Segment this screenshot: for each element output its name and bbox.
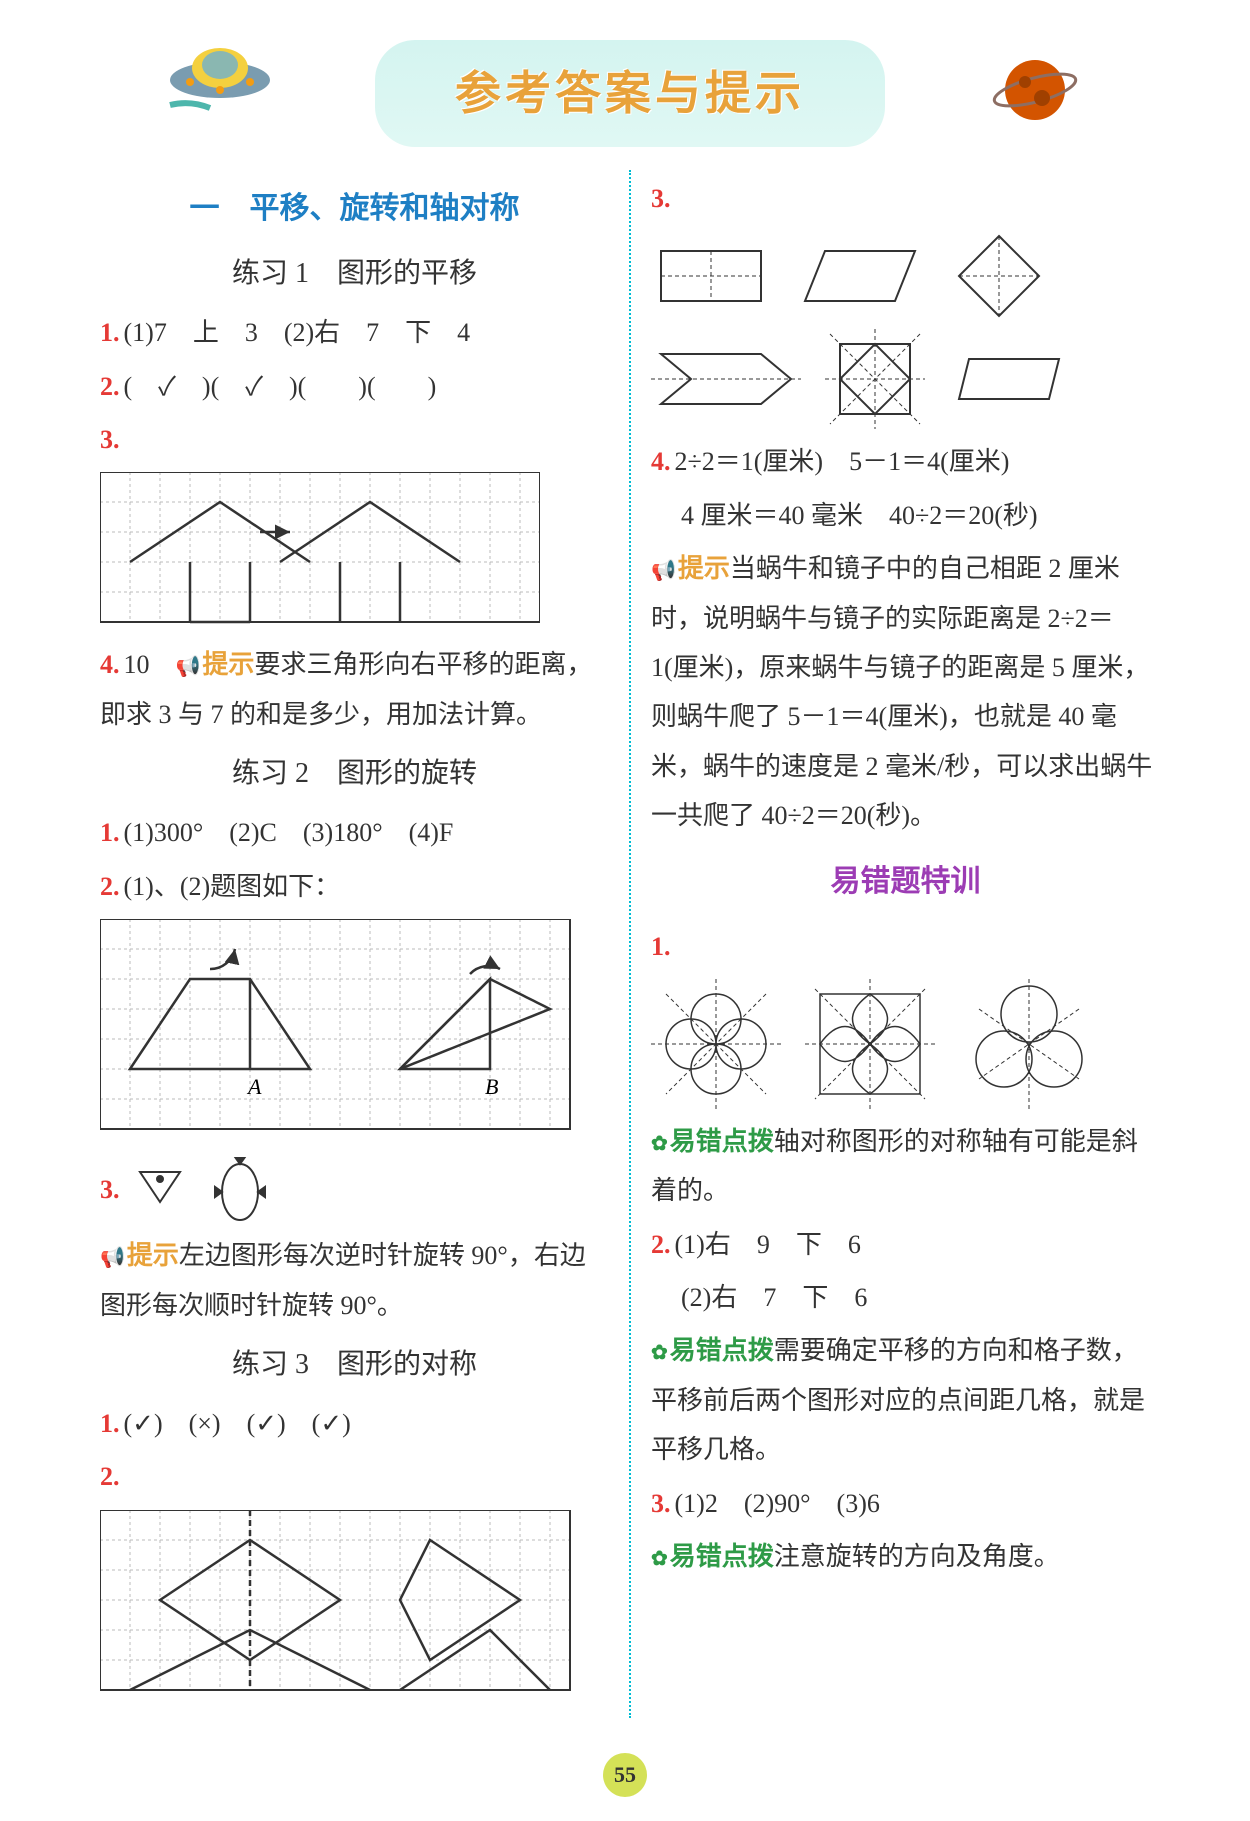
practice-3-title: 练习 3 图形的对称 [100,1338,609,1391]
ex2-q1-text: (1)300° (2)C (3)180° (4)F [124,818,454,847]
ex1-q4: 4.10 提示要求三角形向右平移的距离，即求 3 与 7 的和是多少，用加法计算… [100,640,609,739]
tishi-label-2: 提示 [100,1241,179,1270]
ex1-q2: 2.( ✓ )( ✓ )( )( ) [100,362,609,411]
planet-icon [990,50,1080,130]
yicuo-label-2: 易错点拨 [651,1336,774,1365]
yicuo-label-1: 易错点拨 [651,1127,774,1156]
r-q3-shapes-row2 [651,329,1160,429]
r-q4-tishi: 提示当蜗牛和镜子中的自己相距 2 厘米时，说明蜗牛与镜子的实际距离是 2÷2＝1… [651,544,1160,840]
special-title: 易错题特训 [651,853,1160,910]
ex2-tishi: 提示左边图形每次逆时针旋转 90°，右边图形每次顺时针旋转 90°。 [100,1231,609,1330]
r-q3: 3. [651,174,1160,223]
ex3-q1: 1.(✓) (×) (✓) (✓) [100,1399,609,1448]
svg-text:A: A [246,1074,262,1099]
ex1-q3-figure [100,472,609,632]
s-q2b: (2)右 7 下 6 [651,1273,1160,1322]
s-q3: 3.(1)2 (2)90° (3)6 [651,1479,1160,1528]
ex1-q2-text: ( ✓ )( ✓ )( )( ) [124,372,437,401]
s-err1: 易错点拨轴对称图形的对称轴有可能是斜着的。 [651,1117,1160,1216]
s-err3-text: 注意旋转的方向及角度。 [774,1542,1060,1571]
ex1-q3: 3. [100,415,609,464]
ex2-q2-prefix: (1)、(2)题图如下： [124,872,341,901]
ex1-q1-text: (1)7 上 3 (2)右 7 下 4 [124,318,471,347]
left-column: 一 平移、旋转和轴对称 练习 1 图形的平移 1.(1)7 上 3 (2)右 7… [100,170,631,1718]
s-q1-shapes [651,979,1160,1109]
yicuo-label-3: 易错点拨 [651,1542,774,1571]
svg-text:B: B [485,1074,498,1099]
r-q4-tishi-text: 当蜗牛和镜子中的自己相距 2 厘米时，说明蜗牛与镜子的实际距离是 2÷2＝1(厘… [651,554,1152,830]
page-number: 55 [603,1753,647,1797]
ex1-q4-val: 10 [124,650,150,679]
s-q2a-text: (1)右 9 下 6 [675,1230,861,1259]
header-title: 参考答案与提示 [375,40,885,147]
s-err3: 易错点拨注意旋转的方向及角度。 [651,1532,1160,1581]
s-q1: 1. [651,922,1160,971]
ex2-q3-shapes [130,1157,290,1227]
tishi-label-3: 提示 [651,554,730,583]
r-q4a-text: 2÷2＝1(厘米) 5－1＝4(厘米) [675,447,1010,476]
r-q4a: 4.2÷2＝1(厘米) 5－1＝4(厘米) [651,437,1160,486]
ex3-q2-figure [100,1510,609,1710]
s-err2: 易错点拨需要确定平移的方向和格子数，平移前后两个图形对应的点间距几格，就是平移几… [651,1326,1160,1474]
ex2-q1: 1.(1)300° (2)C (3)180° (4)F [100,808,609,857]
ex2-q2: 2.(1)、(2)题图如下： [100,862,609,911]
section-title: 一 平移、旋转和轴对称 [100,180,609,237]
r-q4b: 4 厘米＝40 毫米 40÷2＝20(秒) [651,491,1160,540]
content-columns: 一 平移、旋转和轴对称 练习 1 图形的平移 1.(1)7 上 3 (2)右 7… [100,170,1160,1718]
tishi-label: 提示 [176,650,255,679]
page-header: 参考答案与提示 [100,40,1160,130]
ex2-q2-figure: A B [100,919,609,1149]
practice-1-title: 练习 1 图形的平移 [100,247,609,300]
ufo-icon [160,30,290,120]
s-q3-text: (1)2 (2)90° (3)6 [675,1489,880,1518]
r-q3-shapes-row1 [651,231,1160,321]
ex3-q2: 2. [100,1452,609,1501]
practice-2-title: 练习 2 图形的旋转 [100,747,609,800]
ex3-q1-text: (✓) (×) (✓) (✓) [124,1409,351,1438]
right-column: 3. 4.2÷2＝1(厘米) 5－1＝4(厘米) 4 厘米＝40 毫米 40÷2… [651,170,1160,1718]
s-q2a: 2.(1)右 9 下 6 [651,1220,1160,1269]
ex1-q4-tishi: 要求三角形向右平移的距离，即求 3 与 7 的和是多少，用加法计算。 [100,650,592,728]
ex1-q1: 1.(1)7 上 3 (2)右 7 下 4 [100,308,609,357]
ex2-q3: 3. [100,1157,609,1227]
